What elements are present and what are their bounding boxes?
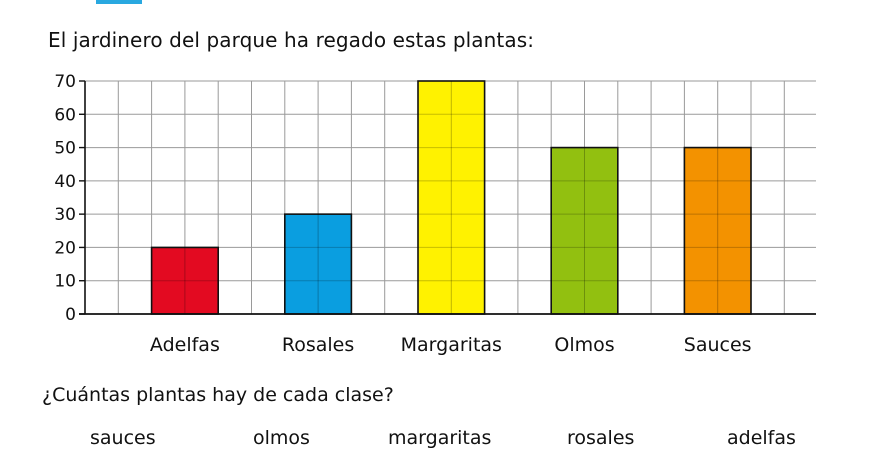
answer-word-sauces: sauces [90,427,156,449]
y-tick-label: 60 [54,105,76,125]
bar-sauces [683,146,752,315]
bar-margaritas [417,80,486,315]
top-accent-bar [96,0,142,4]
answer-word-margaritas: margaritas [388,427,492,449]
bar-chart: Adelfas Rosales Margaritas Olmos Sauces 0 10 20… [54,72,816,356]
x-tick-label: Olmos [554,334,614,356]
bar-olmos [550,146,619,315]
y-tick-label: 20 [54,238,76,258]
answer-word-olmos: olmos [253,427,310,449]
y-tick-label: 40 [54,172,76,192]
x-tick-label: Margaritas [401,334,502,356]
y-tick-label: 70 [54,72,76,92]
y-tick-label: 30 [54,205,76,225]
x-tick-label: Rosales [282,334,354,356]
exercise-question: ¿Cuántas plantas hay de cada clase? [42,384,394,406]
y-tick-label: 0 [65,305,76,325]
y-tick-label: 10 [54,272,76,292]
x-tick-label: Adelfas [150,334,220,356]
answer-word-rosales: rosales [567,427,635,449]
x-tick-label: Sauces [684,334,752,356]
exercise-intro: El jardinero del parque ha regado estas … [48,28,535,52]
answer-word-adelfas: adelfas [727,427,796,449]
bar-rosales [283,213,353,315]
chart-bars [150,80,752,315]
chart-axes [79,80,816,315]
chart-labels: Adelfas Rosales Margaritas Olmos Sauces 0 10 20… [54,72,751,356]
y-tick-label: 50 [54,139,76,159]
